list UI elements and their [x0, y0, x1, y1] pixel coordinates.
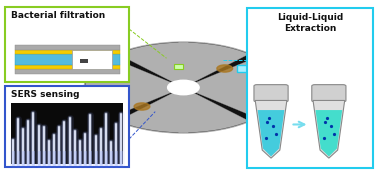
Circle shape: [217, 65, 232, 72]
Bar: [186, 85, 265, 106]
Wedge shape: [85, 88, 183, 132]
Text: SERS sensing: SERS sensing: [11, 90, 79, 99]
Wedge shape: [85, 43, 183, 88]
Wedge shape: [118, 88, 249, 132]
Bar: [72, 50, 112, 69]
Bar: [87, 57, 183, 92]
Bar: [110, 106, 118, 111]
Wedge shape: [183, 43, 281, 88]
Bar: [121, 95, 168, 131]
Bar: [80, 59, 88, 63]
Polygon shape: [255, 100, 287, 158]
FancyBboxPatch shape: [5, 86, 129, 167]
FancyBboxPatch shape: [254, 85, 288, 102]
Bar: [14, 65, 119, 69]
Bar: [237, 65, 251, 72]
Bar: [14, 69, 119, 74]
Wedge shape: [183, 57, 281, 118]
Circle shape: [134, 103, 150, 110]
Wedge shape: [183, 88, 281, 132]
Bar: [101, 69, 180, 90]
Text: Liquid-Liquid
Extraction: Liquid-Liquid Extraction: [277, 13, 343, 33]
Bar: [174, 64, 183, 69]
Bar: [199, 44, 246, 80]
Bar: [11, 103, 123, 164]
Bar: [14, 54, 119, 65]
Bar: [89, 59, 168, 80]
Bar: [117, 88, 193, 132]
Bar: [14, 45, 119, 50]
FancyBboxPatch shape: [312, 85, 346, 102]
Wedge shape: [118, 43, 249, 88]
Bar: [143, 89, 190, 125]
Bar: [184, 83, 280, 118]
Circle shape: [167, 80, 199, 95]
Bar: [177, 50, 224, 86]
FancyBboxPatch shape: [5, 6, 129, 82]
FancyBboxPatch shape: [247, 8, 373, 169]
Bar: [199, 95, 278, 116]
Polygon shape: [258, 110, 284, 156]
Bar: [174, 43, 249, 87]
Polygon shape: [313, 100, 345, 158]
Bar: [14, 50, 119, 54]
Polygon shape: [316, 110, 342, 156]
Circle shape: [84, 42, 282, 133]
Wedge shape: [85, 57, 183, 118]
Text: Bacterial filtration: Bacterial filtration: [11, 11, 105, 20]
